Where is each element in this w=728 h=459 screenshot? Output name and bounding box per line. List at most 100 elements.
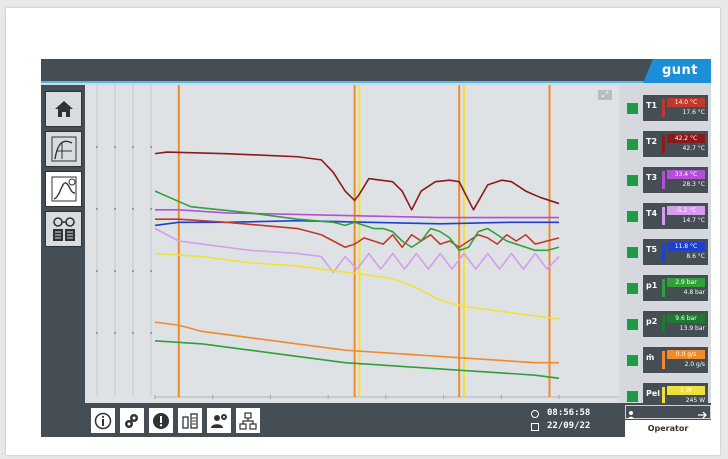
info-button[interactable] — [91, 408, 115, 433]
status-led — [627, 139, 638, 150]
expand-chart-button[interactable]: ⤢ — [598, 90, 612, 100]
status-led — [627, 391, 638, 402]
data-button[interactable] — [178, 408, 202, 433]
sensor-secondary-value: 17.6 °C — [682, 109, 705, 116]
axis-tick — [132, 146, 134, 148]
nav-diagram-button[interactable] — [45, 131, 82, 167]
data-export-icon — [182, 412, 198, 429]
series-line — [154, 151, 560, 211]
sensor-symbol: T1 — [646, 101, 658, 110]
sensor-value: 0.0 g/s — [667, 350, 705, 359]
home-icon — [54, 101, 73, 117]
left-nav — [41, 85, 85, 437]
axis-tick — [150, 270, 152, 272]
axis-tick — [114, 270, 116, 272]
sensor-value: 9.6 bar — [667, 314, 705, 323]
sensor-symbol: T5 — [646, 245, 658, 254]
status-led — [627, 175, 638, 186]
axis-tick — [96, 208, 98, 210]
calendar-icon — [531, 423, 539, 431]
sensor-row: T1 14.0 °C 17.6 °C — [624, 93, 710, 123]
glasses-book-icon — [52, 217, 75, 241]
user-role-label: Operator — [625, 420, 711, 437]
login-arrow-icon — [628, 411, 707, 419]
axis-tick — [114, 146, 116, 148]
sensor-symbol: Pel — [646, 389, 661, 398]
series-line — [154, 321, 559, 364]
sensor-secondary-value: 28.3 °C — [682, 181, 705, 188]
axis-tick — [132, 270, 134, 272]
axis-tick — [96, 332, 98, 334]
network-button[interactable] — [236, 408, 260, 433]
nav-home-button[interactable] — [45, 91, 82, 127]
user-box[interactable]: Operator — [625, 405, 711, 437]
status-led — [627, 211, 638, 222]
sensor-secondary-value: 42.7 °C — [682, 145, 705, 152]
settings-button[interactable] — [120, 408, 144, 433]
sensor-value: 33.4 °C — [667, 170, 705, 179]
clock-icon — [531, 410, 539, 418]
axis-tick — [114, 208, 116, 210]
axis-tick — [114, 332, 116, 334]
sensor-row: T5 11.8 °C 8.6 °C — [624, 237, 710, 267]
series-line — [154, 227, 560, 273]
sensor-secondary-value: 8.6 °C — [686, 253, 705, 260]
series-color-swatch — [662, 171, 665, 189]
date-display: 22/09/22 — [547, 421, 591, 431]
sensor-row: T4 -5.2 °C 14.7 °C — [624, 201, 710, 231]
status-led — [627, 355, 638, 366]
axis-tick — [132, 332, 134, 334]
sensor-value: -5.2 °C — [667, 206, 705, 215]
sensor-secondary-value: 13.9 bar — [679, 325, 705, 332]
top-bar: gunt — [41, 59, 711, 83]
sensor-row: T2 42.2 °C 42.7 °C — [624, 129, 710, 159]
trend-chart-svg — [96, 85, 619, 399]
hmi-screen: gunt — [41, 59, 711, 437]
sensor-symbol: p1 — [646, 281, 658, 290]
axis-tick — [150, 208, 152, 210]
axis-tick — [96, 146, 98, 148]
sensor-value: 14.0 °C — [667, 98, 705, 107]
series-color-swatch — [662, 99, 665, 117]
series-color-swatch — [662, 351, 665, 369]
sensor-row: p1 2.9 bar 4.8 bar — [624, 273, 710, 303]
series-line — [155, 218, 560, 249]
axis-tick — [96, 270, 98, 272]
series-color-swatch — [662, 243, 665, 261]
sensor-value-box[interactable]: T1 14.0 °C 17.6 °C — [643, 95, 708, 121]
axis-tick — [150, 146, 152, 148]
user-login-bar[interactable] — [625, 405, 711, 419]
time-display: 08:56:58 — [547, 408, 591, 418]
info-icon — [94, 412, 112, 429]
sensor-value: 11.8 °C — [667, 242, 705, 251]
status-led — [627, 247, 638, 258]
alarm-icon — [153, 412, 169, 429]
nav-info-button[interactable] — [45, 211, 82, 247]
axis-tick — [132, 208, 134, 210]
status-led — [627, 283, 638, 294]
sensor-secondary-value: 2.0 g/s — [684, 361, 705, 368]
series-color-swatch — [662, 135, 665, 153]
p-v-diagram-icon — [51, 136, 76, 162]
sensor-value-box[interactable]: T2 42.2 °C 42.7 °C — [643, 131, 708, 157]
sensor-value-box[interactable]: p2 9.6 bar 13.9 bar — [643, 311, 708, 337]
alarm-button[interactable] — [149, 408, 173, 433]
sensor-row: p2 9.6 bar 13.9 bar — [624, 309, 710, 339]
nav-trend-button[interactable] — [45, 171, 82, 207]
series-line — [154, 252, 560, 320]
user-settings-button[interactable] — [207, 408, 231, 433]
datetime-display: 08:56:58 22/09/22 — [529, 406, 625, 436]
sensor-value-box[interactable]: T3 33.4 °C 28.3 °C — [643, 167, 708, 193]
sensor-value-box[interactable]: p1 2.9 bar 4.8 bar — [643, 275, 708, 301]
sensor-value-box[interactable]: T4 -5.2 °C 14.7 °C — [643, 203, 708, 229]
sensor-value-box[interactable]: ṁ 0.0 g/s 2.0 g/s — [643, 347, 708, 373]
series-color-swatch — [662, 315, 665, 333]
sensor-panel: T1 14.0 °C 17.6 °C T2 42.2 °C 42.7 °C T3 33.4 °… — [619, 85, 711, 409]
sensor-symbol: T4 — [646, 209, 658, 218]
sensor-value-box[interactable]: T5 11.8 °C 8.6 °C — [643, 239, 708, 265]
sensor-value: 42.2 °C — [667, 134, 705, 143]
sensor-row: T3 33.4 °C 28.3 °C — [624, 165, 710, 195]
trend-chart[interactable]: ⤢ — [85, 85, 619, 403]
series-line — [155, 209, 559, 219]
bottom-bar: 08:56:58 22/09/22 Operator — [85, 403, 711, 437]
